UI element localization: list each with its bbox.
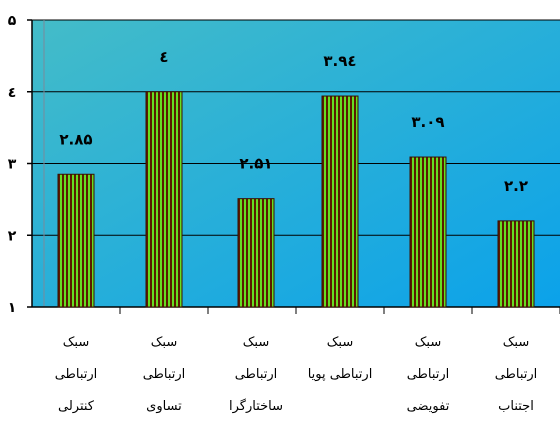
x-tick-label: اجتناب: [498, 399, 534, 414]
y-tick-label: ۲: [8, 228, 17, 244]
data-label: ٤: [159, 48, 168, 66]
x-tick-label: تفویضی: [407, 399, 450, 414]
x-tick-label: ارتباطی: [235, 367, 278, 382]
x-tick-label: تساوی: [146, 399, 182, 414]
x-tick-label: سبک: [503, 335, 529, 350]
x-tick-label: سبک: [415, 335, 441, 350]
x-tick-label: کنترلی: [58, 399, 95, 414]
x-tick-label: ساختارگرا: [229, 398, 283, 414]
y-axis-ticks: ۱ ۲ ۳ ٤ ۵: [8, 13, 32, 316]
x-tick-label: سبک: [243, 335, 269, 350]
data-label: ۳.۹٤: [323, 52, 356, 70]
x-tick-label: ارتباطی: [495, 367, 538, 382]
bars: [57, 91, 535, 308]
data-label: ۲.۲: [504, 177, 528, 195]
bar: [237, 198, 275, 308]
y-tick-label: ٤: [8, 85, 17, 101]
data-label: ۲.۵۱: [239, 155, 272, 173]
y-tick-label: ۵: [8, 13, 17, 29]
data-label: ۳.۰۹: [411, 113, 444, 131]
y-tick-label: ۱: [8, 300, 17, 316]
x-tick-label: سبک: [63, 335, 89, 350]
data-label: ۲.۸۵: [59, 130, 92, 148]
x-tick-label: سبک: [327, 335, 353, 350]
x-tick-label: ارتباطی: [407, 367, 450, 382]
x-tick-label: ارتباطی: [55, 367, 98, 382]
gridlines: [32, 19, 560, 236]
y-tick-label: ۳: [8, 157, 17, 173]
x-axis-ticks: [119, 307, 560, 314]
x-tick-label: سبک: [151, 335, 177, 350]
data-labels: ۲.۸۵ ٤ ۲.۵۱ ۳.۹٤ ۳.۰۹ ۲.۲: [59, 48, 528, 195]
bar: [497, 220, 535, 308]
x-axis-labels: سبک ارتباطی کنترلی سبک ارتباطی تساوی سبک ارتباط…: [55, 335, 538, 414]
bar: [409, 156, 447, 308]
bar: [321, 95, 359, 308]
bar: [145, 91, 183, 308]
x-tick-label: ارتباطی پویا: [308, 367, 373, 382]
x-tick-label: ارتباطی: [143, 367, 186, 382]
bar: [57, 173, 95, 308]
